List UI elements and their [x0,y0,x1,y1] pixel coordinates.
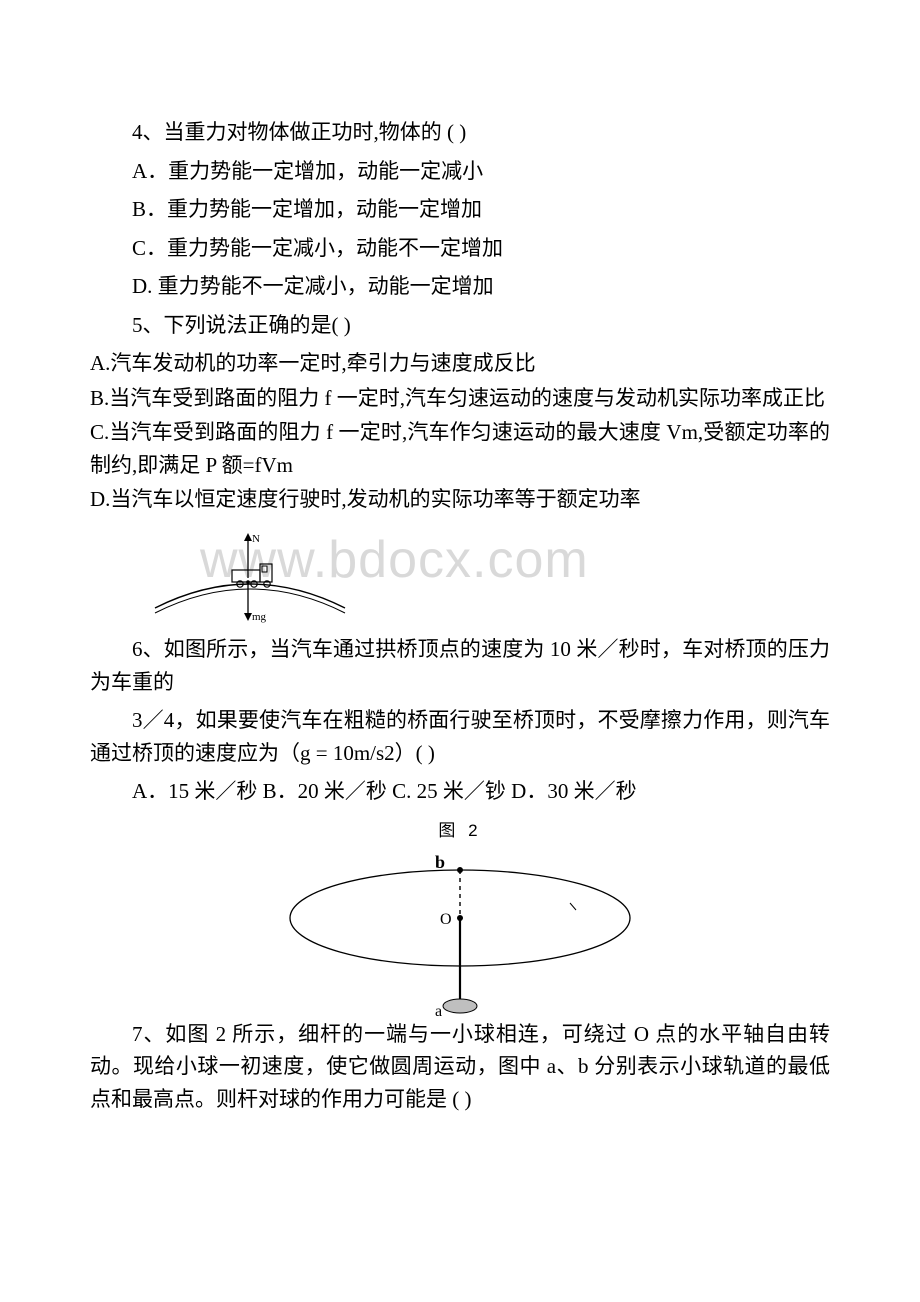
q5-choice-b: B.当汽车受到路面的阻力 f 一定时,汽车匀速运动的速度与发动机实际功率成正比 [90,382,830,415]
figure-2-circle: 图 2 b O a [270,818,650,1008]
figure-2-caption: 图 2 [270,818,650,844]
ball-a [443,999,477,1013]
point-a-label: a [435,1003,442,1018]
q5-choice-d: D.当汽车以恒定速度行驶时,发动机的实际功率等于额定功率 [90,483,830,516]
point-b-dot [457,867,463,873]
bridge-arc [155,584,345,608]
q6-p2: 3／4，如果要使汽车在粗糙的桥面行驶至桥顶时，不受摩擦力作用，则汽车通过桥顶的速… [90,704,830,769]
q4-choice-c: C．重力势能一定减小，动能不一定增加 [90,232,830,265]
q4-choice-a: A．重力势能一定增加，动能一定减小 [90,155,830,188]
force-n-label: N [252,533,260,545]
force-mg-arrowhead [244,613,252,621]
figure-1-svg: N mg [150,530,350,625]
figure-2-svg: b O a [270,848,650,1018]
q5-choice-c: C.当汽车受到路面的阻力 f 一定时,汽车作匀速运动的最大速度 Vm,受额定功率… [90,416,830,481]
ellipse-tick [570,903,576,910]
point-o-label: O [440,911,452,928]
q5-choice-a: A.汽车发动机的功率一定时,牵引力与速度成反比 [90,347,830,380]
point-b-label: b [435,852,445,872]
figure-1-bridge: N mg [150,530,350,625]
force-n-arrowhead [244,533,252,541]
q6-choices: A．15 米／秒 B．20 米／秒 C. 25 米／钞 D．30 米／秒 [90,775,830,808]
q4-stem: 4、当重力对物体做正功时,物体的 ( ) [90,116,830,149]
q7-stem: 7、如图 2 所示，细杆的一端与一小球相连，可绕过 O 点的水平轴自由转动。现给… [90,1018,830,1116]
q5-stem: 5、下列说法正确的是( ) [90,309,830,342]
bridge-arc-lower [155,589,345,613]
q4-choice-b: B．重力势能一定增加，动能一定增加 [90,193,830,226]
q4-choice-d: D. 重力势能不一定减小，动能一定增加 [90,270,830,303]
force-mg-label: mg [252,611,267,623]
document-page: www.bdocx.com 4、当重力对物体做正功时,物体的 ( ) A．重力势… [0,0,920,1181]
q6-p1: 6、如图所示，当汽车通过拱桥顶点的速度为 10 米／秒时，车对桥顶的压力为车重的 [90,633,830,698]
